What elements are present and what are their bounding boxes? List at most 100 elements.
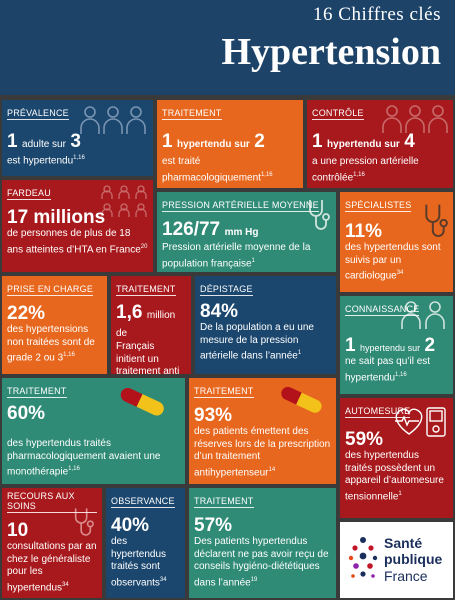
- stat-text: des patients émettent des réserves lors …: [194, 426, 331, 478]
- tile-label: Traitement: [194, 386, 254, 398]
- stethoscope-icon: [74, 508, 94, 536]
- sante-publique-logo-icon: [348, 537, 378, 578]
- stat-number: 40%: [111, 515, 150, 536]
- reference: 1,16: [68, 466, 80, 472]
- crowd-icon: [101, 185, 147, 217]
- tile-traitement-1: Traitement 1 hypertendu sur 2 est traité…: [157, 100, 303, 188]
- reference: 1,16: [395, 371, 407, 378]
- tile-label: Traitement: [194, 496, 254, 508]
- blood-pressure-monitor-icon: [395, 407, 446, 437]
- stat-number: 59%: [345, 429, 384, 450]
- tile-label: Prise en charge: [7, 284, 94, 296]
- stat-text: ne sait pas qu’il est hypertendu: [345, 356, 431, 383]
- stat-number-2: 4: [404, 131, 415, 152]
- tile-label: Fardeau: [7, 188, 51, 200]
- tile-label: Spécialistes: [345, 200, 412, 212]
- stat-number-2: 2: [254, 131, 265, 152]
- tile-observance: Observance 40% des hypertendus traités s…: [106, 488, 185, 598]
- stat-text: des hypertendus traités possèdent un app…: [345, 450, 444, 502]
- stat-number: 1: [345, 335, 356, 356]
- tile-recours-aux-soins: Recours aux soins 10 consultations par a…: [2, 488, 102, 598]
- reference: 20: [140, 243, 148, 250]
- tile-connaissance: Connaissance 1 hypertendu sur 2 ne sait …: [340, 296, 453, 394]
- stat-number-2: 3: [70, 131, 81, 152]
- stat-number-2: 2: [424, 335, 436, 356]
- stat-text: consultations par an chez le généraliste…: [7, 541, 97, 593]
- logo-line-3: France: [384, 568, 428, 584]
- header: 16 Chiffres clés Hypertension: [0, 0, 455, 95]
- tile-traitement-3: Traitement 60% des hypertendus traités p…: [2, 378, 185, 484]
- logo-panel: Santé publique France: [340, 522, 453, 598]
- stat-number: 1,6: [116, 302, 143, 323]
- reference: 34: [396, 270, 404, 276]
- stat-text: est hypertendu: [7, 155, 74, 167]
- reference: 34: [159, 576, 167, 583]
- reference: 14: [268, 466, 276, 473]
- supertitle: 16 Chiffres clés: [313, 4, 441, 25]
- reference: 34: [62, 581, 69, 588]
- stat-number: 22%: [7, 303, 46, 324]
- tile-label: Traitement: [116, 284, 176, 296]
- tile-label: Automesure: [345, 406, 411, 418]
- tile-label: Prévalence: [7, 108, 69, 120]
- tile-label: Observance: [111, 496, 175, 508]
- tile-specialistes: Spécialistes 11% des hypertendus sont su…: [340, 192, 453, 292]
- stat-text: des hypertensions non traitées sont de g…: [7, 324, 95, 364]
- stat-text: De la population a eu une mesure de la p…: [200, 322, 314, 362]
- stat-unit: mm Hg: [224, 227, 259, 238]
- stat-text: des hypertendus sont suivis par un cardi…: [345, 242, 441, 282]
- stethoscope-icon: [425, 204, 448, 237]
- tile-controle: Contrôle 1 hypertendu sur 4 a une pressi…: [307, 100, 453, 188]
- stat-number: 10: [7, 520, 29, 541]
- stat-text: Des patients hypertendus déclarent ne pa…: [194, 536, 329, 588]
- stethoscope-icon: [309, 200, 330, 230]
- stat-mid: adulte sur: [22, 139, 66, 150]
- stat-number: 17 millions: [7, 207, 106, 228]
- reference: 1: [251, 257, 255, 264]
- stat-text: des hypertendus traités sont observants: [111, 536, 167, 588]
- reference: 1,16: [353, 171, 365, 178]
- tile-label: Recours aux soins: [7, 491, 97, 513]
- reference: 1,16: [73, 155, 85, 161]
- tile-traitement-5: Traitement 57% Des patients hypertendus …: [189, 488, 336, 598]
- people-icon: [80, 106, 146, 134]
- reference: 1: [297, 350, 302, 356]
- logo-line-2: publique: [384, 551, 443, 567]
- stat-number: 84%: [200, 301, 239, 322]
- pill-capsule-icon: [120, 387, 164, 416]
- stat-number: 1: [7, 131, 18, 152]
- tile-label: Traitement: [162, 108, 222, 120]
- pill-capsule-icon: [281, 386, 322, 413]
- stat-text: Pression artérielle moyenne de la popula…: [162, 242, 311, 269]
- stat-text: de personnes de plus de 18 ans atteintes…: [7, 228, 141, 255]
- stat-number: 60%: [7, 403, 46, 424]
- stat-text: a une pression artérielle contrôlée: [312, 156, 419, 183]
- tile-label: Pression artérielle moyenne: [162, 200, 319, 212]
- stat-mid: million de: [116, 310, 176, 339]
- reference: 1,16: [260, 171, 273, 178]
- stat-mid: hypertendu sur: [177, 139, 250, 150]
- tile-depistage: Dépistage 84% De la population a eu une …: [195, 276, 336, 374]
- stat-number: 126/77: [162, 219, 221, 240]
- tile-pression: Pression artérielle moyenne 126/77 mm Hg…: [157, 192, 336, 272]
- reference: 19: [250, 576, 258, 583]
- reference: 1: [398, 490, 402, 497]
- people-icon: [382, 105, 448, 133]
- page-title: Hypertension: [221, 31, 441, 73]
- tile-fardeau: Fardeau 17 millions de personnes de plus…: [2, 180, 153, 272]
- tile-label: Traitement: [7, 386, 67, 398]
- stat-number: 57%: [194, 515, 233, 536]
- logo-line-1: Santé: [384, 535, 423, 551]
- stat-number: 93%: [194, 405, 233, 426]
- stat-mid: hypertendu sur: [360, 343, 421, 353]
- reference: 1,16: [63, 352, 75, 358]
- two-people-icon: [401, 301, 445, 329]
- tile-prise-en-charge: Prise en charge 22% des hypertensions no…: [2, 276, 107, 374]
- tile-prevalence: Prévalence 1 adulte sur 3 est hypertendu…: [2, 100, 153, 176]
- stat-number: 1: [162, 131, 173, 152]
- tile-label: Connaissance: [345, 304, 420, 316]
- stat-text: des hypertendus traités pharmacologiquem…: [7, 438, 161, 478]
- tile-traitement-4: Traitement 93% des patients émettent des…: [189, 378, 336, 484]
- tile-label: Contrôle: [312, 108, 364, 120]
